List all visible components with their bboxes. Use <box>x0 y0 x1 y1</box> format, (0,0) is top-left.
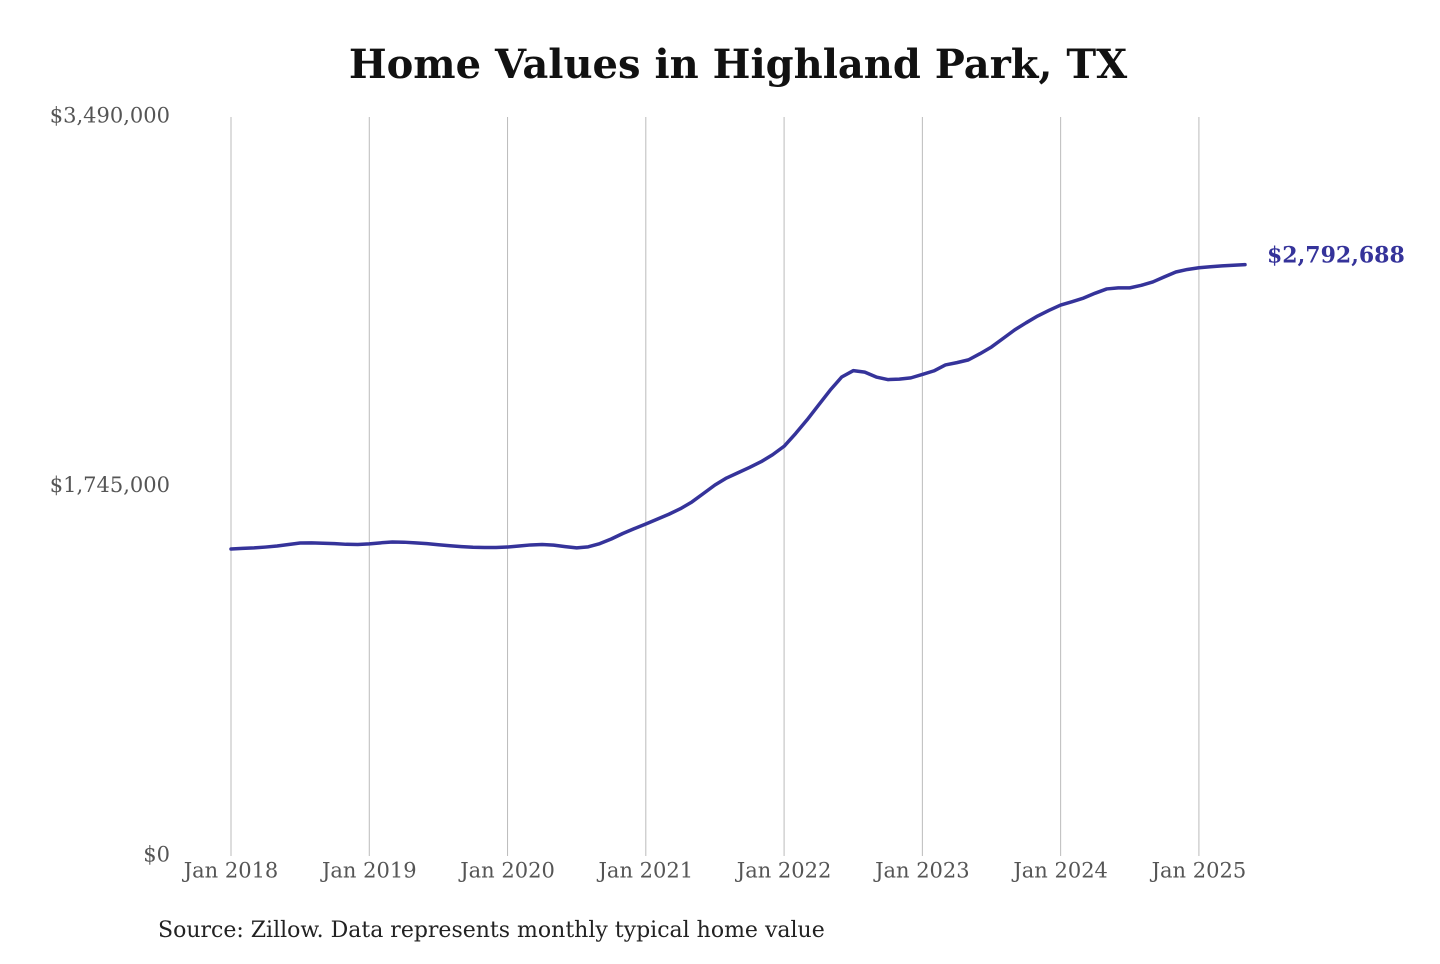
line-series <box>229 262 1247 551</box>
x-tick-label: Jan 2021 <box>597 859 694 883</box>
x-tick-label: Jan 2020 <box>458 859 555 883</box>
x-tick-label: Jan 2023 <box>873 859 970 883</box>
y-tick-label: $0 <box>143 843 170 867</box>
x-tick-label: Jan 2022 <box>735 859 832 883</box>
y-tick-label: $1,745,000 <box>50 473 170 497</box>
chart-title: Home Values in Highland Park, TX <box>349 41 1127 88</box>
x-tick-label: Jan 2025 <box>1150 859 1247 883</box>
x-tick-label: Jan 2024 <box>1011 859 1108 883</box>
source-note: Source: Zillow. Data represents monthly … <box>158 918 825 943</box>
y-tick-label: $3,490,000 <box>50 104 170 128</box>
x-tick-label: Jan 2019 <box>320 859 417 883</box>
data-label: $2,792,688 <box>1267 243 1405 269</box>
x-tick-label: Jan 2018 <box>182 859 279 883</box>
